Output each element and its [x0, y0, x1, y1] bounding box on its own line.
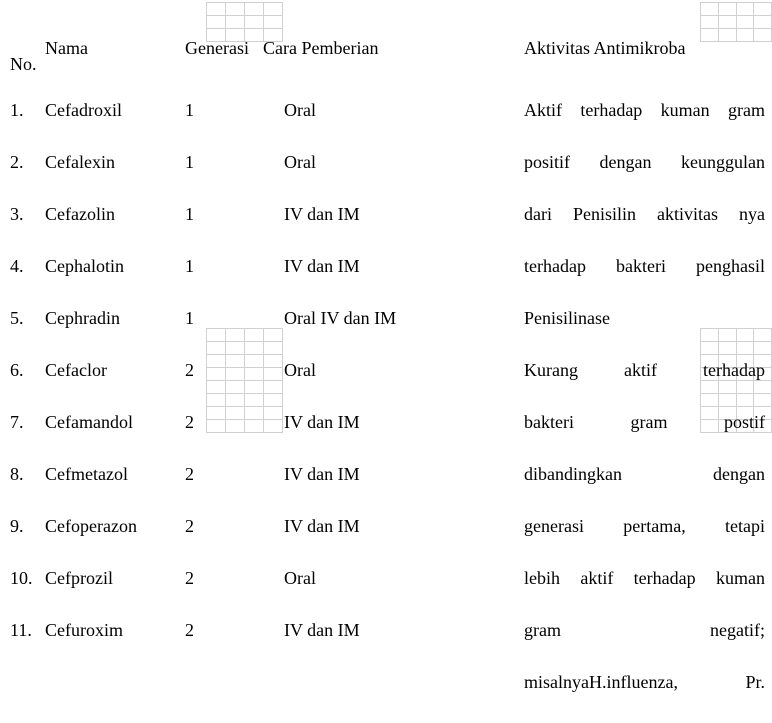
cell-no: 10. [10, 568, 40, 589]
cell-generasi: 1 [185, 256, 255, 277]
cell-generasi: 2 [185, 568, 255, 589]
cell-cara: Oral [284, 152, 484, 173]
cell-no: 3. [10, 204, 40, 225]
aktivitas-line: Aktif terhadap kuman gram [524, 100, 765, 121]
cell-generasi: 1 [185, 308, 255, 329]
cell-nama: Cefadroxil [45, 100, 185, 121]
cell-nama: Cefmetazol [45, 464, 185, 485]
cell-no: 9. [10, 516, 40, 537]
cell-generasi: 2 [185, 516, 255, 537]
gridmark-decoration [700, 2, 772, 42]
aktivitas-line: bakteri gram postif [524, 412, 765, 433]
aktivitas-line: lebih aktif terhadap kuman [524, 568, 765, 589]
aktivitas-line: Kurang aktif terhadap [524, 360, 765, 381]
cell-cara: Oral [284, 100, 484, 121]
cell-no: 11. [10, 620, 40, 641]
cell-no: 5. [10, 308, 40, 329]
cell-cara: Oral IV dan IM [284, 308, 484, 329]
cell-no: 7. [10, 412, 40, 433]
aktivitas-line: gram negatif; [524, 620, 765, 641]
aktivitas-line: misalnyaH.influenza, Pr. [524, 672, 765, 693]
cell-generasi: 2 [185, 360, 255, 381]
cell-generasi: 2 [185, 620, 255, 641]
cell-cara: IV dan IM [284, 412, 484, 433]
header-no: No. [10, 54, 40, 75]
aktivitas-line: Penisilinase [524, 308, 765, 329]
cell-nama: Cefprozil [45, 568, 185, 589]
cell-nama: Cefalexin [45, 152, 185, 173]
cell-cara: IV dan IM [284, 256, 484, 277]
cell-nama: Cephalotin [45, 256, 185, 277]
cell-cara: Oral [284, 568, 484, 589]
cell-nama: Cephradin [45, 308, 185, 329]
cell-no: 4. [10, 256, 40, 277]
aktivitas-line: dari Penisilin aktivitas nya [524, 204, 765, 225]
cell-generasi: 1 [185, 204, 255, 225]
header-cara: Cara Pemberian [263, 38, 463, 59]
cell-generasi: 2 [185, 412, 255, 433]
cell-nama: Cefamandol [45, 412, 185, 433]
header-generasi: Generasi [185, 38, 255, 59]
cell-no: 2. [10, 152, 40, 173]
cell-nama: Cefazolin [45, 204, 185, 225]
header-nama: Nama [45, 38, 185, 59]
cell-no: 6. [10, 360, 40, 381]
cell-cara: IV dan IM [284, 204, 484, 225]
cell-no: 8. [10, 464, 40, 485]
cell-no: 1. [10, 100, 40, 121]
aktivitas-line: positif dengan keunggulan [524, 152, 765, 173]
cell-generasi: 1 [185, 100, 255, 121]
gridmark-decoration [206, 2, 283, 42]
aktivitas-line: terhadap bakteri penghasil [524, 256, 765, 277]
cell-cara: Oral [284, 360, 484, 381]
cell-nama: Cefaclor [45, 360, 185, 381]
header-aktivitas: Aktivitas Antimikroba [524, 38, 765, 59]
aktivitas-line: dibandingkan dengan [524, 464, 765, 485]
cell-generasi: 1 [185, 152, 255, 173]
cell-generasi: 2 [185, 464, 255, 485]
cell-nama: Cefoperazon [45, 516, 185, 537]
cell-nama: Cefuroxim [45, 620, 185, 641]
cell-cara: IV dan IM [284, 516, 484, 537]
cell-cara: IV dan IM [284, 464, 484, 485]
aktivitas-line: generasi pertama, tetapi [524, 516, 765, 537]
page: No. Nama Generasi Cara Pemberian Aktivit… [0, 0, 772, 723]
cell-cara: IV dan IM [284, 620, 484, 641]
